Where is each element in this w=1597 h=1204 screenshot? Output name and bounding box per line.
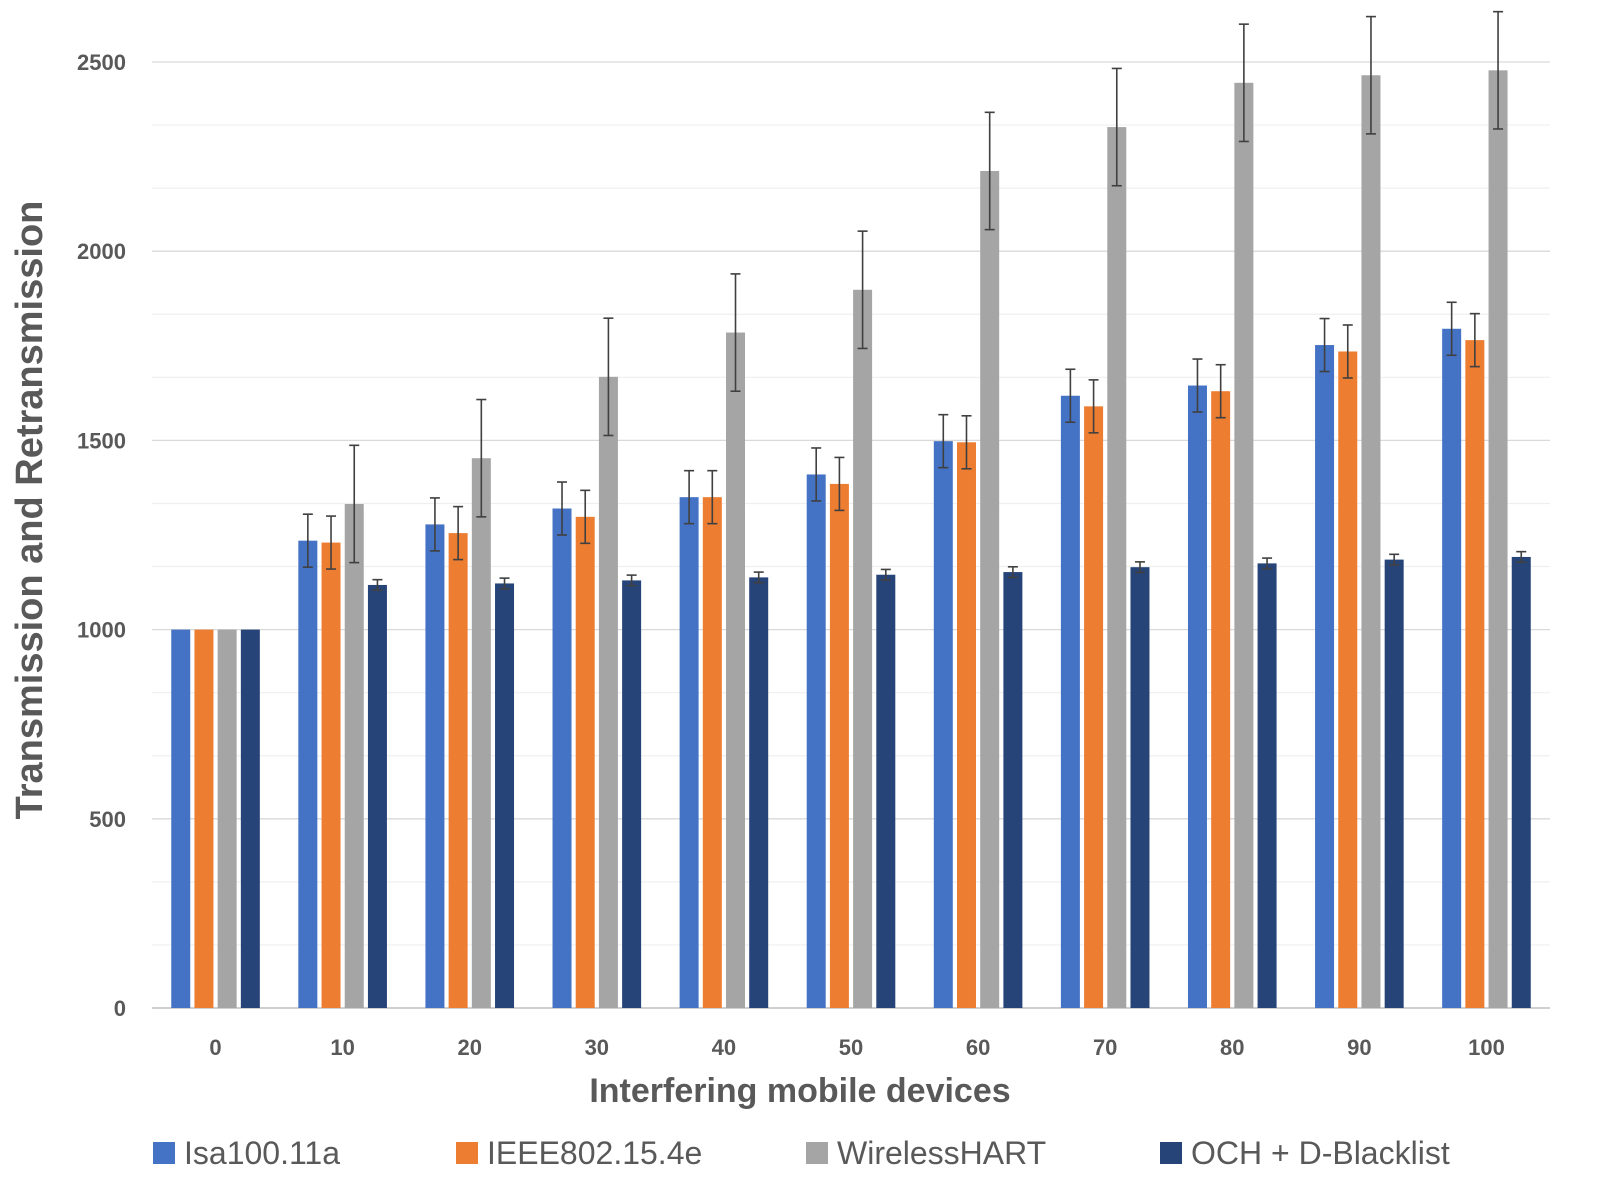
x-tick-label: 100 [1468,1035,1505,1060]
x-axis-title: Interfering mobile devices [589,1072,1010,1110]
x-tick-label: 80 [1220,1035,1244,1060]
y-tick-label: 2000 [77,239,126,264]
bar [1511,556,1531,1008]
bar [171,629,191,1008]
bar [749,577,769,1008]
y-tick-label: 1500 [77,428,126,453]
bar [552,508,572,1008]
y-tick-label: 500 [89,807,126,832]
bar [1234,82,1254,1008]
x-tick-label: 40 [712,1035,736,1060]
x-tick-label: 10 [330,1035,354,1060]
x-tick-label: 50 [839,1035,863,1060]
legend-item: Isa100.11a [153,1135,340,1171]
bar [495,583,515,1008]
bar [1060,395,1080,1009]
bar [240,629,260,1008]
legend-item: OCH + D-Blacklist [1160,1135,1450,1171]
bar [702,497,722,1008]
bar [829,483,849,1008]
legend-swatch [456,1142,478,1164]
bar [194,629,214,1008]
bar [853,289,873,1008]
x-tick-label: 90 [1347,1035,1371,1060]
x-tick-label: 60 [966,1035,990,1060]
legend-swatch [806,1142,828,1164]
bar [344,503,364,1008]
bar [448,533,468,1008]
bar [1361,75,1381,1008]
bar [1488,70,1508,1008]
bar [726,332,746,1008]
bar [1187,385,1207,1009]
bar [1315,345,1335,1008]
bar [321,542,341,1008]
bar [1003,572,1023,1008]
legend-swatch [153,1142,175,1164]
bar [1130,567,1150,1008]
bar [1384,559,1404,1008]
legend-label: Isa100.11a [184,1135,340,1171]
bar [956,442,976,1008]
x-tick-label: 70 [1093,1035,1117,1060]
x-axis-ticks: 0 10 20 30 40 50 60 70 80 90 100 [209,1035,1504,1060]
y-axis-ticks: 0 500 1000 1500 2000 2500 [77,50,126,1021]
y-tick-label: 0 [114,996,126,1021]
bar [1211,391,1231,1008]
bar [575,516,595,1008]
legend-label: WirelessHART [837,1135,1046,1171]
y-axis-title: Transmission and Retransmission [9,201,51,820]
bar [217,629,237,1008]
bar [425,524,445,1008]
legend-item: IEEE802.15.4e [456,1135,702,1171]
y-tick-label: 1000 [77,618,126,643]
bar [1107,127,1127,1009]
bar [471,458,491,1008]
x-tick-label: 20 [457,1035,481,1060]
bars [171,70,1531,1009]
legend-item: WirelessHART [806,1135,1046,1171]
bar [622,580,642,1008]
bar [933,441,953,1008]
bar [367,584,387,1008]
x-tick-label: 0 [209,1035,221,1060]
bar [806,474,826,1008]
bar [876,574,896,1008]
legend: Isa100.11a IEEE802.15.4e WirelessHART OCH +… [153,1135,1450,1171]
legend-swatch [1160,1142,1182,1164]
bar [1442,328,1462,1009]
error-bars [302,10,1527,592]
bar [980,170,1000,1009]
bar [298,540,318,1008]
x-tick-label: 30 [585,1035,609,1060]
legend-label: OCH + D-Blacklist [1191,1135,1450,1171]
bar [1338,351,1358,1008]
bar [598,376,618,1008]
bar [1257,563,1277,1008]
bar [1465,340,1485,1008]
bar [679,497,699,1008]
bar [1084,406,1104,1008]
y-tick-label: 2500 [77,50,126,75]
legend-label: IEEE802.15.4e [487,1135,702,1171]
